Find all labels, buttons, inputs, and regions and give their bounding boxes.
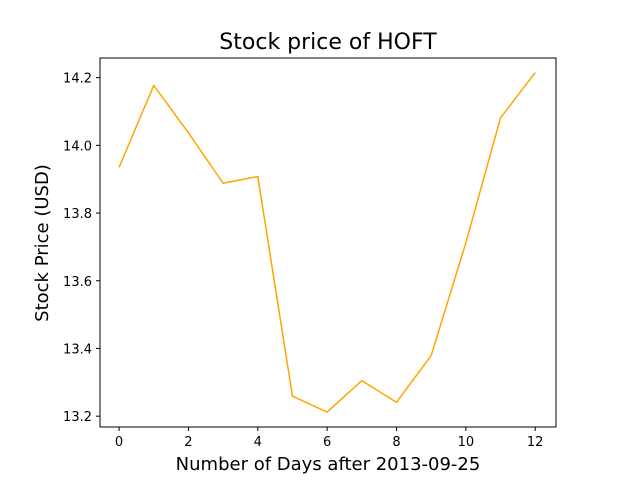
x-tick-label: 6 bbox=[323, 435, 331, 450]
y-tick-label: 13.2 bbox=[63, 410, 92, 425]
data-point bbox=[221, 181, 225, 185]
data-point bbox=[499, 116, 503, 120]
x-axis: 0 2 4 6 8 10 12 bbox=[115, 427, 544, 450]
data-point bbox=[360, 379, 364, 383]
data-point bbox=[186, 131, 190, 135]
y-tick-label: 13.6 bbox=[63, 275, 92, 290]
data-point bbox=[394, 400, 398, 404]
data-point bbox=[325, 410, 329, 414]
x-tick-label: 8 bbox=[392, 435, 400, 450]
data-point bbox=[117, 165, 121, 169]
x-tick-label: 0 bbox=[115, 435, 123, 450]
plot-area bbox=[99, 57, 557, 428]
x-tick-label: 4 bbox=[254, 435, 262, 450]
y-axis: 13.2 13.4 13.6 13.8 14.0 14.2 bbox=[63, 72, 100, 425]
data-point bbox=[256, 174, 260, 178]
data-point bbox=[290, 394, 294, 398]
data-point bbox=[533, 71, 537, 75]
x-tick-label: 10 bbox=[458, 435, 475, 450]
series-line bbox=[118, 72, 536, 413]
data-point bbox=[429, 354, 433, 358]
y-axis-label: Stock Price (USD) bbox=[32, 164, 53, 322]
data-point bbox=[152, 83, 156, 87]
series-layer bbox=[117, 71, 537, 414]
y-tick-label: 14.2 bbox=[63, 72, 92, 87]
x-axis-label: Number of Days after 2013-09-25 bbox=[176, 454, 481, 475]
y-tick-label: 13.8 bbox=[63, 207, 92, 222]
data-point bbox=[464, 241, 468, 245]
x-tick-label: 2 bbox=[184, 435, 192, 450]
y-tick-label: 13.4 bbox=[63, 342, 92, 357]
x-tick-label: 12 bbox=[527, 435, 544, 450]
chart-title: Stock price of HOFT bbox=[219, 30, 437, 55]
y-tick-label: 14.0 bbox=[63, 139, 92, 154]
